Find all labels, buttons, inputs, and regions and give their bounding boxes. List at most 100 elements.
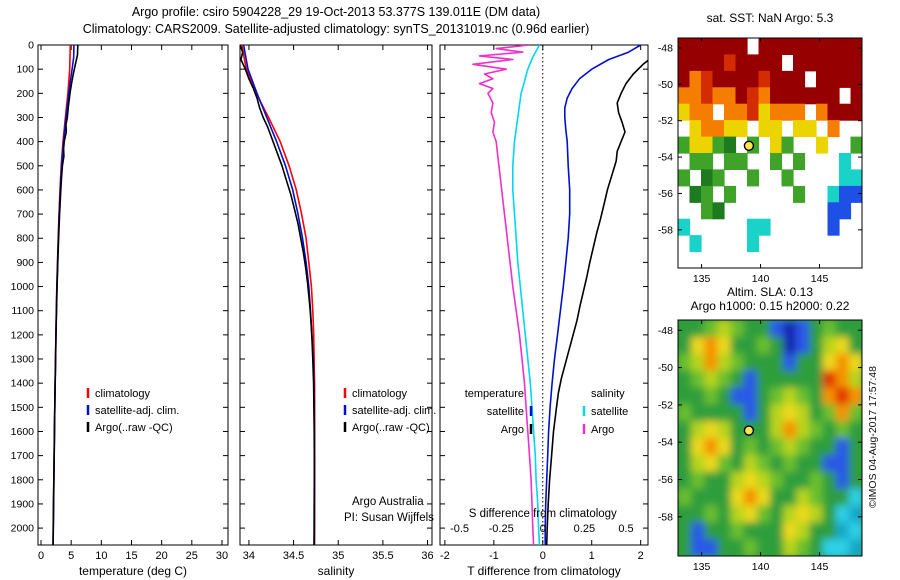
grid-cell <box>850 103 862 121</box>
grid-cell <box>783 387 797 405</box>
grid-cell <box>701 103 714 121</box>
sla-map-title-line2: Argo h1000: 0.15 h2000: 0.22 <box>690 299 850 313</box>
grid-cell <box>724 87 737 105</box>
plot-box <box>239 44 433 546</box>
grid-cell <box>770 153 783 170</box>
grid-cell <box>704 505 718 523</box>
grid-cell <box>816 54 829 72</box>
grid-cell <box>691 454 705 473</box>
grid-cell <box>730 370 745 389</box>
grid-cell <box>704 353 718 372</box>
grid-cell <box>678 87 691 105</box>
grid-cell <box>735 38 748 55</box>
grid-cell <box>689 87 702 105</box>
x-tick-label: 0 <box>540 550 546 562</box>
legend-label: Argo(..raw -QC) <box>352 422 430 434</box>
lat-tick-label: -56 <box>658 188 673 200</box>
x-tick-label: 25 <box>186 550 198 562</box>
grid-cell <box>691 505 705 523</box>
x-tick-label: 35 <box>332 550 344 562</box>
x-tick-label: 30 <box>216 550 228 562</box>
grid-cell <box>835 488 850 507</box>
grid-cell <box>758 38 771 55</box>
grid-cell <box>822 404 837 422</box>
grid-cell <box>678 488 692 507</box>
annotation: PI: Susan Wijffels <box>344 512 434 524</box>
grid-cell <box>717 353 732 372</box>
grid-cell <box>678 336 692 355</box>
grid-cell <box>848 539 862 556</box>
grid-cell <box>704 522 718 540</box>
grid-cell <box>701 136 714 154</box>
grid-cell <box>747 87 760 105</box>
plot-box <box>439 44 649 546</box>
grid-cell <box>756 320 771 338</box>
grid-cell <box>712 120 725 138</box>
grid-cell <box>770 320 784 338</box>
grid-cell <box>735 153 748 170</box>
grid-cell <box>756 438 771 456</box>
depth-tick-label: 200 <box>16 88 34 100</box>
grid-cell <box>730 488 745 507</box>
grid-cell <box>839 169 852 187</box>
grid-cell <box>678 169 691 187</box>
grid-cell <box>712 70 725 88</box>
grid-cell <box>822 353 837 372</box>
grid-cell <box>717 320 732 338</box>
grid-cell <box>678 438 692 456</box>
depth-tick-label: 800 <box>16 233 34 245</box>
grid-cell <box>848 488 862 507</box>
series-Argo T <box>545 59 648 545</box>
grid-cell <box>848 505 862 523</box>
sla-map: 135 140 145 -48 -50 -52 -54 -56 -58 <box>658 319 863 573</box>
grid-cell <box>781 70 794 88</box>
grid-cell <box>756 387 771 405</box>
grid-cell <box>701 153 714 170</box>
legend-label: satellite <box>591 406 628 418</box>
grid-cell <box>848 404 862 422</box>
grid-cell <box>822 522 837 540</box>
grid-cell <box>689 185 702 203</box>
grid-cell <box>689 103 702 121</box>
depth-tick-label: 700 <box>16 209 34 221</box>
grid-cell <box>770 404 784 422</box>
depth-tick-label: 1600 <box>11 426 35 438</box>
grid-cell <box>691 320 705 338</box>
x-tick-label: 20 <box>156 550 168 562</box>
grid-cell <box>809 404 824 422</box>
grid-cell <box>704 387 718 405</box>
map-axes: 135 140 145 -48 -50 -52 -54 -56 -58 <box>658 320 862 573</box>
grid-cell <box>678 471 692 490</box>
lon-tick-label: 140 <box>752 561 770 573</box>
grid-cell <box>783 454 797 473</box>
grid-cell <box>701 87 714 105</box>
depth-tick-label: 600 <box>16 184 34 196</box>
grid-cell <box>704 320 718 338</box>
grid-cell <box>796 320 810 338</box>
grid-cell <box>804 38 817 55</box>
grid-cell <box>701 54 714 72</box>
grid-cell <box>835 454 850 473</box>
grid-cell <box>848 370 862 389</box>
grid-cell <box>735 120 748 138</box>
grid-cell <box>691 370 705 389</box>
grid-cell <box>678 454 692 473</box>
grid-cell <box>735 70 748 88</box>
grid-cell <box>809 522 824 540</box>
float-position-marker <box>743 425 755 436</box>
map-area <box>678 320 862 556</box>
grid-cell <box>839 202 852 220</box>
grid-cell <box>809 421 824 439</box>
grid-cell <box>689 38 702 55</box>
sla-map-title-line1: Altim. SLA: 0.13 <box>726 285 814 299</box>
grid-cell <box>783 488 797 507</box>
grid-cell <box>717 522 732 540</box>
grid-cell <box>850 87 862 105</box>
grid-cell <box>796 488 810 507</box>
s-tick-label: -0.25 <box>489 523 514 535</box>
grid-cell <box>678 136 691 154</box>
grid-cell <box>827 218 840 236</box>
grid-cell <box>756 471 771 490</box>
grid-cell <box>783 522 797 540</box>
